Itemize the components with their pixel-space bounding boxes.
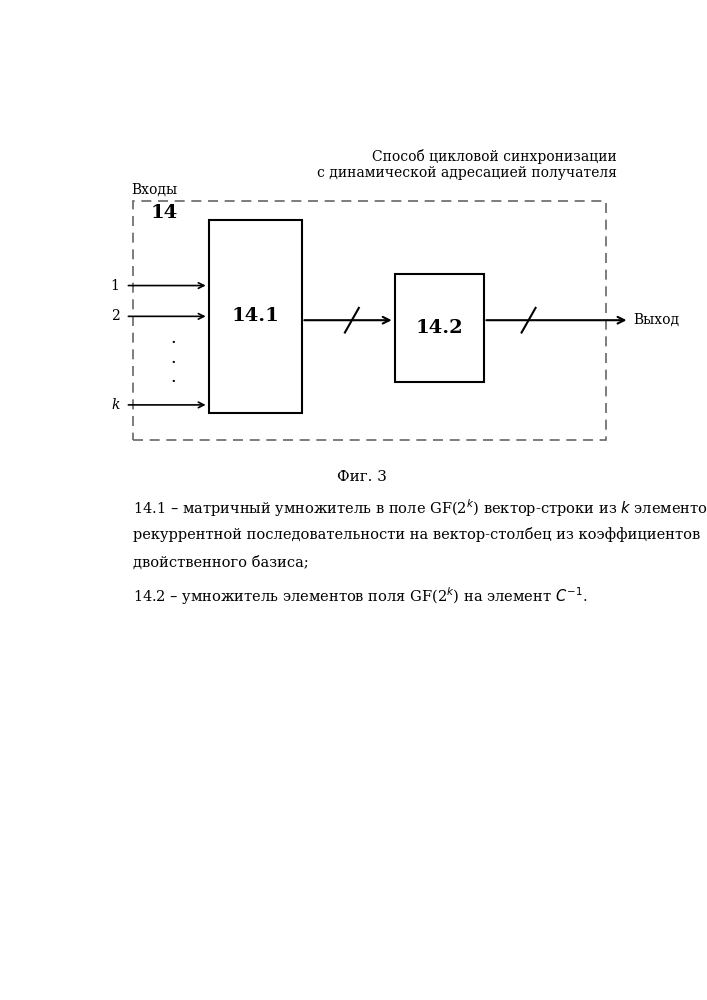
Text: ·: · — [171, 373, 177, 391]
Text: 1: 1 — [110, 279, 119, 293]
Text: Способ цикловой синхронизации: Способ цикловой синхронизации — [372, 149, 617, 164]
Text: с динамической адресацией получателя: с динамической адресацией получателя — [317, 166, 617, 180]
Bar — [134, 201, 606, 440]
Text: 14.1 – матричный умножитель в поле GF(2$^k$) вектор-строки из $k$ элементов: 14.1 – матричный умножитель в поле GF(2$… — [134, 497, 707, 519]
Text: 14.1: 14.1 — [231, 307, 279, 325]
Text: ·: · — [171, 354, 177, 372]
Text: Выход: Выход — [633, 313, 679, 327]
Text: рекуррентной последовательности на вектор-столбец из коэффициентов: рекуррентной последовательности на векто… — [134, 527, 701, 542]
Text: 14: 14 — [151, 204, 177, 222]
Text: 14.2: 14.2 — [415, 319, 463, 337]
Text: Фиг. 3: Фиг. 3 — [337, 470, 387, 484]
Text: 14.2 – умножитель элементов поля GF(2$^k$) на элемент $C^{-1}$.: 14.2 – умножитель элементов поля GF(2$^k… — [134, 585, 588, 607]
Bar — [209, 220, 301, 413]
Text: Входы: Входы — [132, 183, 178, 197]
Text: двойственного базиса;: двойственного базиса; — [134, 556, 309, 570]
Text: 2: 2 — [110, 309, 119, 323]
Bar — [395, 274, 484, 382]
Text: k: k — [111, 398, 119, 412]
Text: ·: · — [171, 334, 177, 352]
